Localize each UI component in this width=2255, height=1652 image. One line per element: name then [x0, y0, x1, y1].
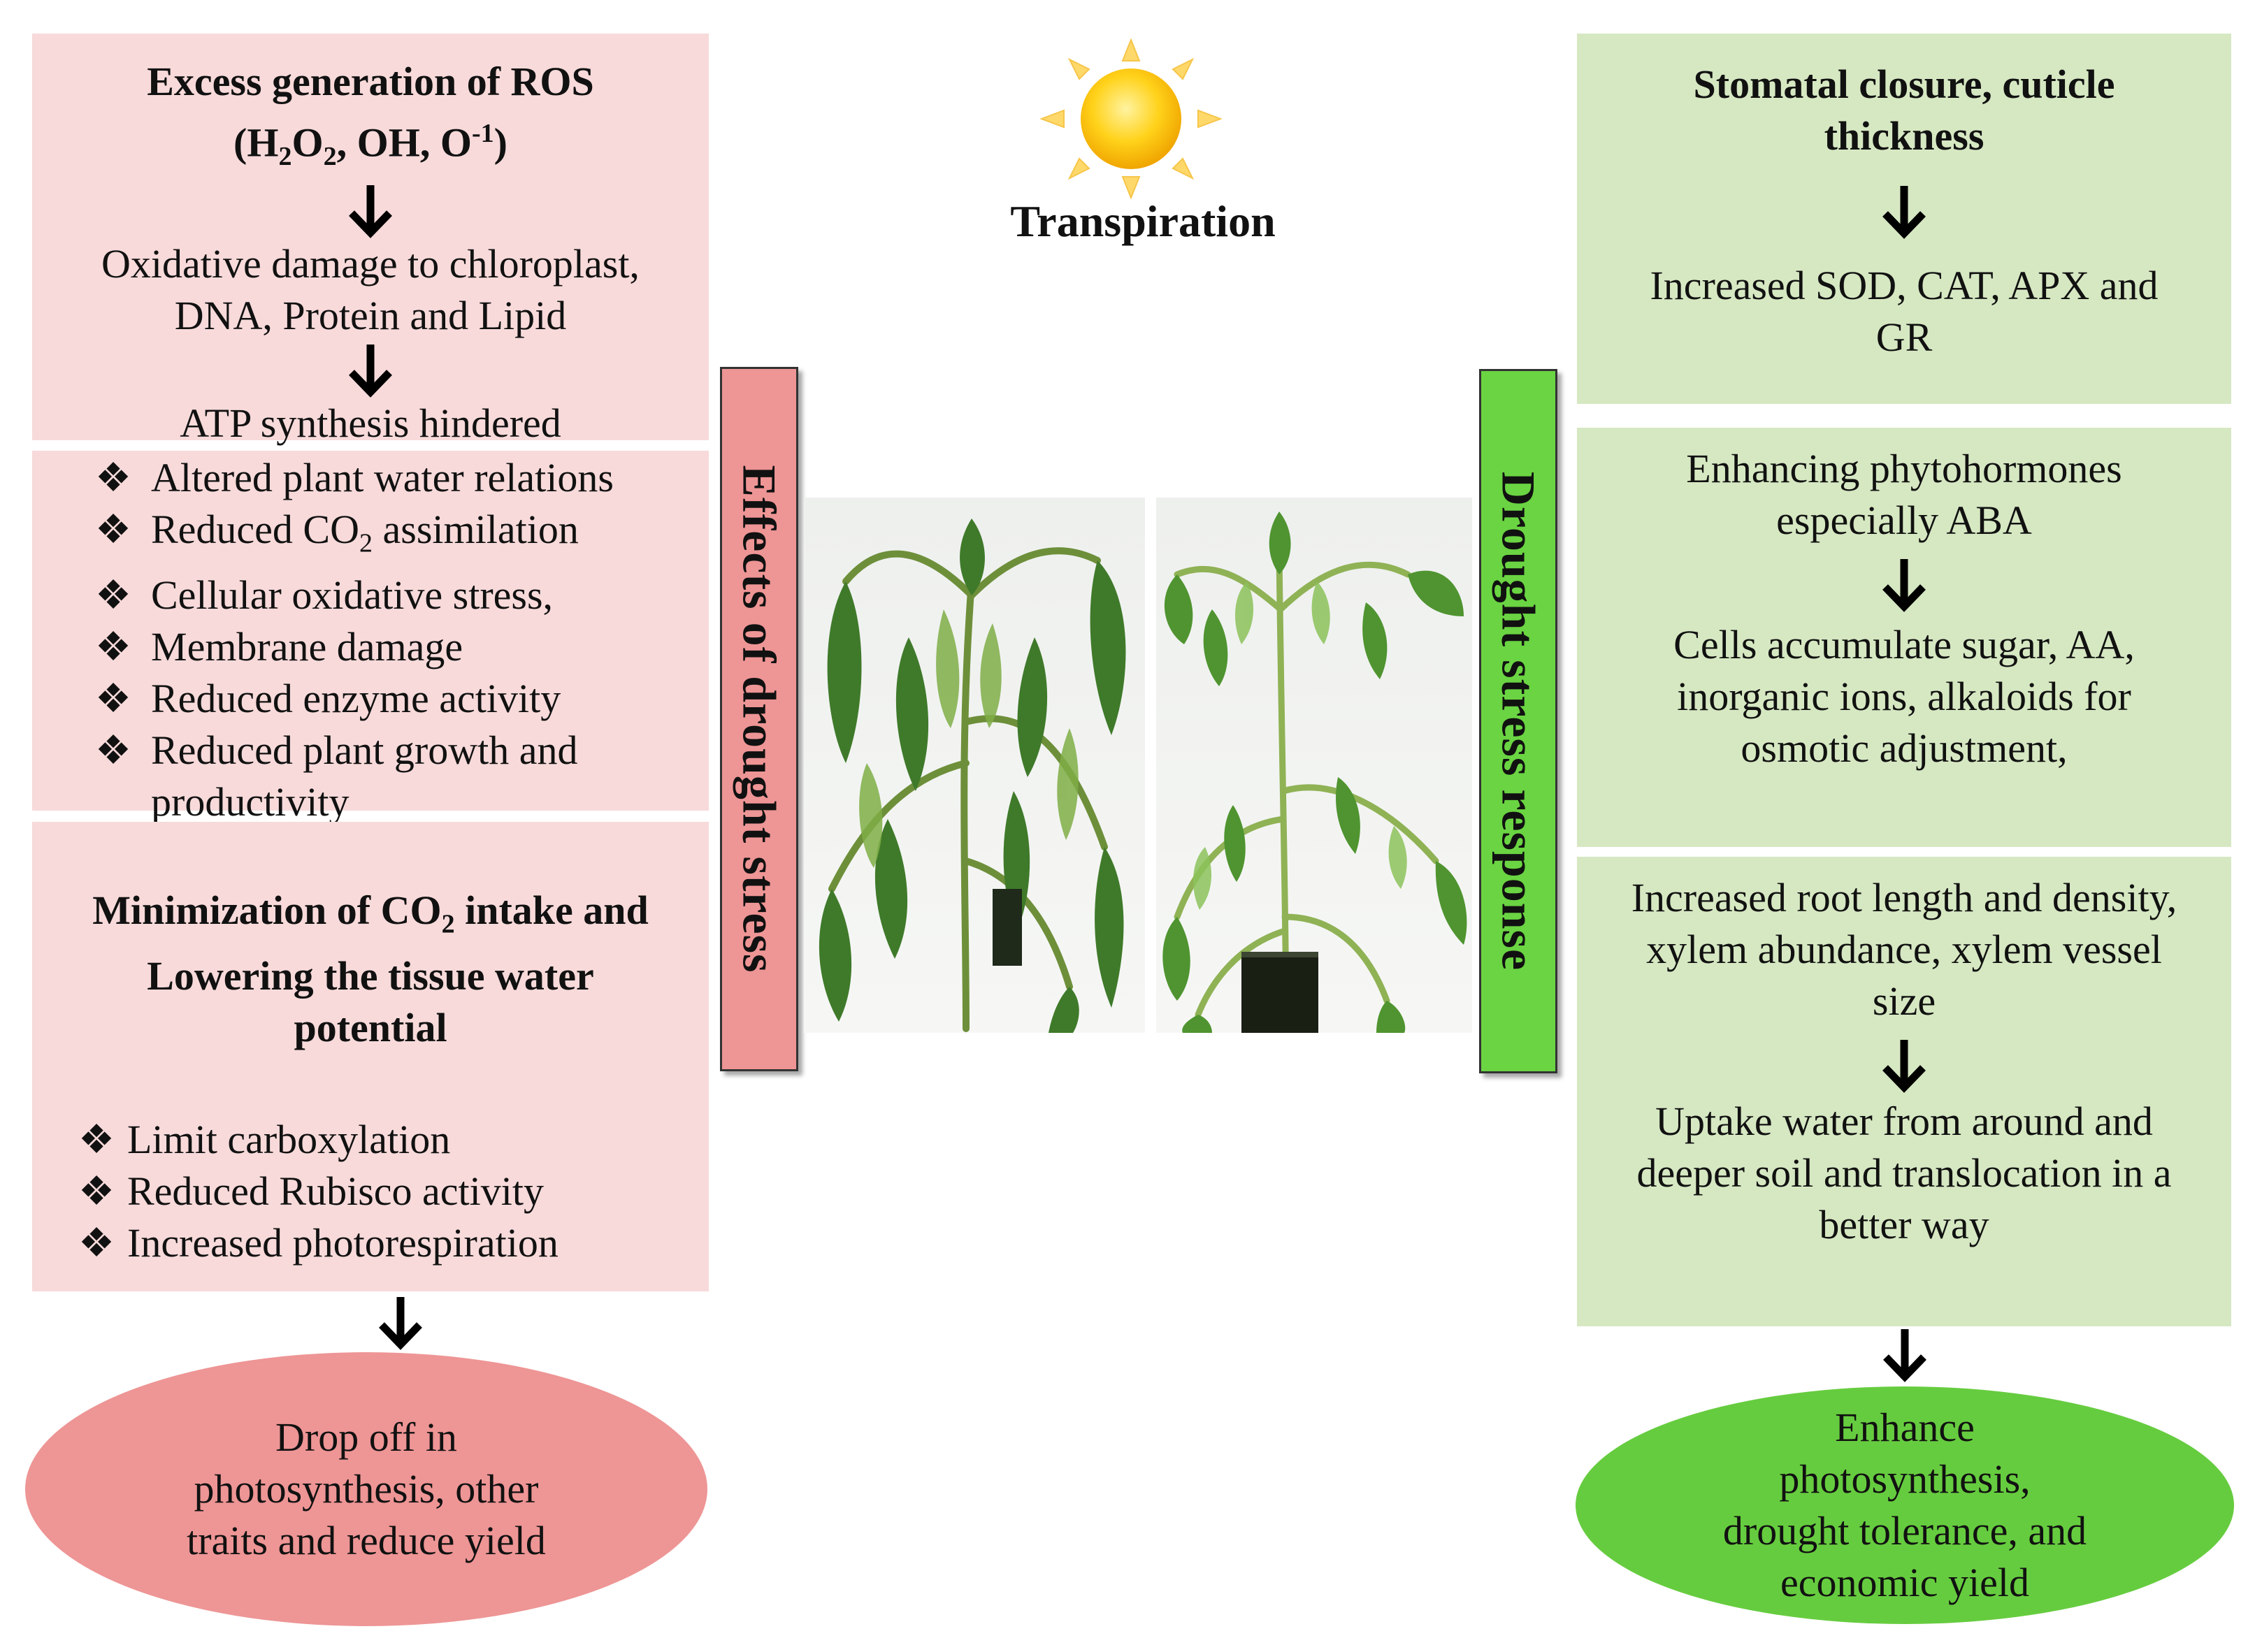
list-item: ❖ Reduced plant growth and productivity [81, 725, 709, 828]
diamond-bullet-icon: ❖ [95, 623, 131, 669]
ros-box: Excess generation of ROS (H2O2, OH, O-1)… [32, 34, 709, 446]
sun-icon [1040, 38, 1222, 199]
root-box: Increased root length and density, xylem… [1577, 857, 2231, 1326]
list-item: ❖ Cellular oxidative stress, [81, 570, 709, 621]
minimization-title: Minimization of CO2 intake and Lowering … [92, 887, 649, 1050]
diamond-bullet-icon: ❖ [95, 572, 131, 618]
diamond-bullet-icon: ❖ [78, 1219, 115, 1266]
osmotic-adjustment-text: Cells accumulate sugar, AA, inorganic io… [1673, 622, 2135, 771]
effects-list-box: ❖ Altered plant water relations ❖ Reduced … [32, 451, 709, 825]
enzymes-text: Increased SOD, CAT, APX and GR [1650, 263, 2159, 360]
phytohormones-text: Enhancing phytohormones especially ABA [1686, 446, 2122, 543]
arrow-down-icon [1882, 1040, 1926, 1093]
uptake-text: Uptake water from around and deeper soil… [1636, 1099, 2172, 1247]
minimization-box: Minimization of CO2 intake and Lowering … [32, 822, 709, 1291]
list-item: ❖ Altered plant water relations [81, 452, 709, 504]
diamond-bullet-icon: ❖ [95, 455, 131, 500]
ros-title: Excess generation of ROS (H2O2, OH, O-1) [32, 56, 709, 182]
ros-title-line1: Excess generation of ROS [147, 59, 594, 104]
stomatal-box: Stomatal closure, cuticle thickness Incr… [1577, 34, 2231, 404]
list-item: ❖ Reduced CO2 assimilation [81, 504, 709, 570]
diamond-bullet-icon: ❖ [95, 727, 131, 773]
list-item: ❖ Reduced enzyme activity [81, 673, 709, 725]
diamond-bullet-icon: ❖ [95, 675, 131, 721]
effects-of-drought-stress-label: Effects of drought stress [720, 367, 798, 1071]
ros-title-line2: (H2O2, OH, O-1) [233, 119, 507, 171]
arrow-down-icon [349, 344, 392, 398]
drought-stressed-plant-image [804, 498, 1145, 1033]
transpiration-label: Transpiration [1010, 196, 1276, 246]
root-text: Increased root length and density, xylem… [1631, 875, 2177, 1024]
list-item: ❖ Increased photorespiration [78, 1217, 709, 1269]
arrow-down-icon [1882, 559, 1926, 612]
list-item: ❖ Reduced Rubisco activity [78, 1166, 709, 1217]
arrow-down-icon [379, 1297, 422, 1350]
diamond-bullet-icon: ❖ [95, 507, 131, 552]
diamond-bullet-icon: ❖ [78, 1116, 115, 1162]
effects-list: ❖ Altered plant water relations ❖ Reduced … [81, 452, 709, 828]
list-item: ❖ Limit carboxylation [78, 1114, 709, 1166]
healthy-plant-image [1156, 498, 1472, 1033]
drought-stress-response-label: Drought stress response [1479, 369, 1557, 1073]
minimization-list: ❖ Limit carboxylation ❖ Reduced Rubisco ac… [32, 1114, 709, 1269]
enhance-yield-ellipse: Enhance photosynthesis, drought toleranc… [1576, 1386, 2234, 1624]
yield-drop-ellipse: Drop off in photosynthesis, other traits… [25, 1352, 707, 1626]
phytohormones-box: Enhancing phytohormones especially ABA C… [1577, 428, 2231, 847]
diamond-bullet-icon: ❖ [78, 1168, 115, 1214]
atp-text: ATP synthesis hindered [180, 400, 561, 446]
oxidative-damage-text: Oxidative damage to chloroplast, DNA, Pr… [101, 240, 640, 338]
list-item: ❖ Membrane damage [81, 621, 709, 673]
stomatal-title: Stomatal closure, cuticle thickness [1693, 61, 2115, 159]
arrow-down-icon [349, 184, 392, 238]
enhance-yield-text: Enhance photosynthesis, drought toleranc… [1722, 1405, 2087, 1605]
yield-drop-text: Drop off in photosynthesis, other traits… [187, 1414, 546, 1563]
arrow-down-icon [1882, 186, 1926, 239]
arrow-down-icon [1883, 1329, 1926, 1382]
